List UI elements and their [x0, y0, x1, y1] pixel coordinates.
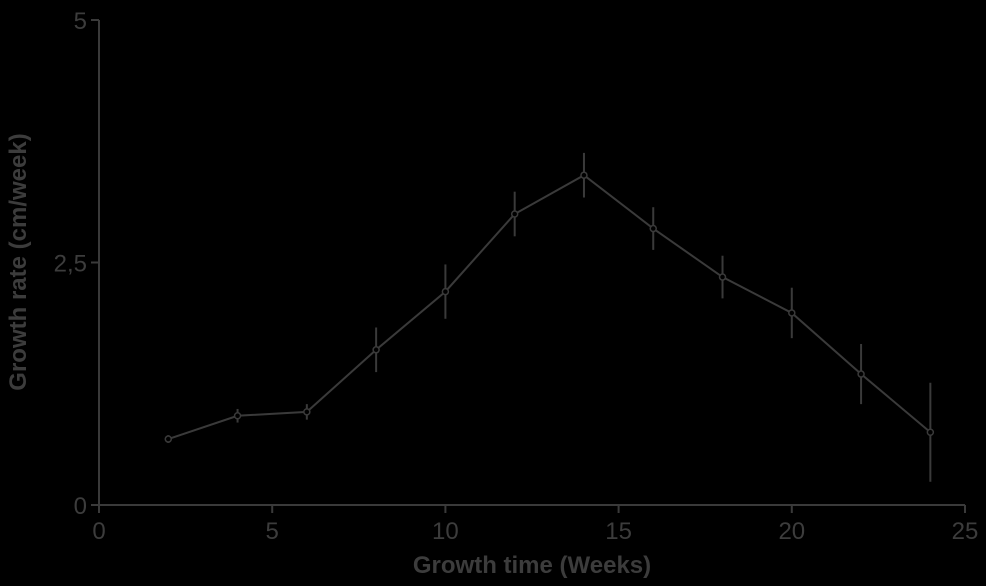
y-ticks: 02,55 [54, 8, 99, 520]
y-tick-label-0: 0 [74, 493, 87, 520]
data-point [372, 346, 380, 354]
x-axis-title: Growth time (Weeks) [413, 552, 651, 579]
data-point [441, 287, 450, 296]
data-point [649, 224, 657, 233]
x-tick-label-0: 0 [92, 518, 105, 545]
data-point [857, 370, 865, 378]
data-point [718, 273, 727, 281]
data-point [510, 210, 519, 218]
x-tick-label-2: 10 [432, 518, 459, 545]
y-tick-label-2: 5 [74, 8, 87, 35]
y-tick-label-1: 2,5 [54, 251, 87, 278]
data-point [164, 435, 173, 443]
x-tick-label-5: 25 [952, 518, 979, 545]
data-point [788, 309, 796, 317]
x-tick-label-4: 20 [778, 518, 805, 545]
x-tick-label-3: 15 [605, 518, 632, 545]
x-ticks: 0 5 10 15 20 25 [92, 505, 978, 545]
data-point [926, 428, 935, 436]
data-point [233, 412, 242, 420]
x-tick-label-1: 5 [266, 518, 279, 545]
data-point [303, 408, 311, 416]
series-line-0 [167, 174, 932, 440]
data-point [580, 171, 588, 179]
series [164, 152, 935, 482]
y-axis-title: Growth rate (cm/week) [5, 133, 32, 390]
